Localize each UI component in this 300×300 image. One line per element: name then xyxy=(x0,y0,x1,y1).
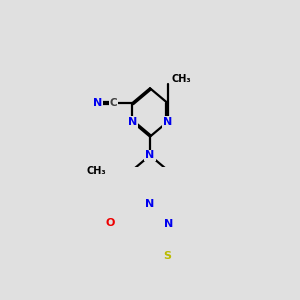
Text: N: N xyxy=(164,219,173,229)
Text: N: N xyxy=(128,117,137,127)
Text: CH₃: CH₃ xyxy=(87,167,106,176)
Text: N: N xyxy=(146,150,154,161)
Text: CH₃: CH₃ xyxy=(171,74,191,84)
Text: N: N xyxy=(163,117,172,127)
Text: C: C xyxy=(110,98,117,108)
Polygon shape xyxy=(114,169,132,172)
Text: N: N xyxy=(146,199,154,209)
Text: O: O xyxy=(105,218,115,228)
Text: N: N xyxy=(92,98,102,108)
Text: S: S xyxy=(164,251,172,261)
